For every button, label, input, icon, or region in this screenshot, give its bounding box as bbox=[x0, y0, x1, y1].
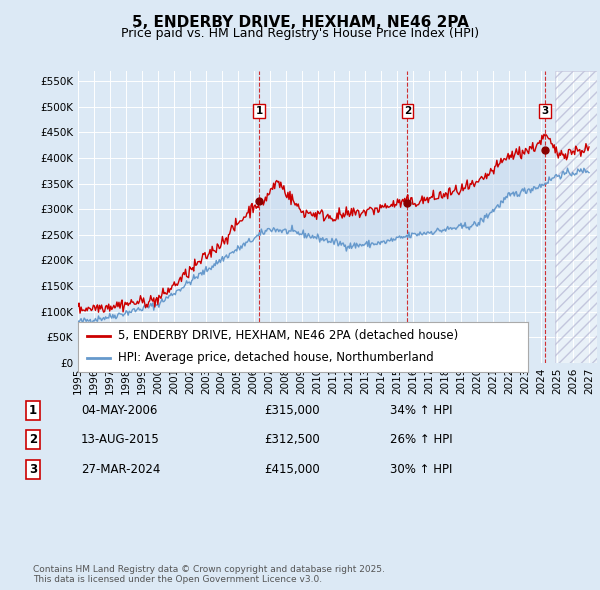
Text: £415,000: £415,000 bbox=[264, 463, 320, 476]
Text: 1: 1 bbox=[29, 404, 37, 417]
Text: HPI: Average price, detached house, Northumberland: HPI: Average price, detached house, Nort… bbox=[119, 351, 434, 364]
Text: £312,500: £312,500 bbox=[264, 433, 320, 446]
Text: 27-MAR-2024: 27-MAR-2024 bbox=[81, 463, 160, 476]
Text: 04-MAY-2006: 04-MAY-2006 bbox=[81, 404, 157, 417]
Text: 3: 3 bbox=[541, 106, 548, 116]
Text: 5, ENDERBY DRIVE, HEXHAM, NE46 2PA: 5, ENDERBY DRIVE, HEXHAM, NE46 2PA bbox=[131, 15, 469, 30]
Text: 3: 3 bbox=[29, 463, 37, 476]
Text: 2: 2 bbox=[404, 106, 411, 116]
Text: 34% ↑ HPI: 34% ↑ HPI bbox=[390, 404, 452, 417]
Text: 1: 1 bbox=[256, 106, 263, 116]
Text: 5, ENDERBY DRIVE, HEXHAM, NE46 2PA (detached house): 5, ENDERBY DRIVE, HEXHAM, NE46 2PA (deta… bbox=[119, 329, 459, 342]
Text: 13-AUG-2015: 13-AUG-2015 bbox=[81, 433, 160, 446]
Bar bbox=[556, 71, 597, 363]
Text: Contains HM Land Registry data © Crown copyright and database right 2025.
This d: Contains HM Land Registry data © Crown c… bbox=[33, 565, 385, 584]
Bar bbox=[556, 71, 597, 363]
Text: 2: 2 bbox=[29, 433, 37, 446]
Text: 30% ↑ HPI: 30% ↑ HPI bbox=[390, 463, 452, 476]
Text: Price paid vs. HM Land Registry's House Price Index (HPI): Price paid vs. HM Land Registry's House … bbox=[121, 27, 479, 40]
Text: £315,000: £315,000 bbox=[264, 404, 320, 417]
Text: 26% ↑ HPI: 26% ↑ HPI bbox=[390, 433, 452, 446]
